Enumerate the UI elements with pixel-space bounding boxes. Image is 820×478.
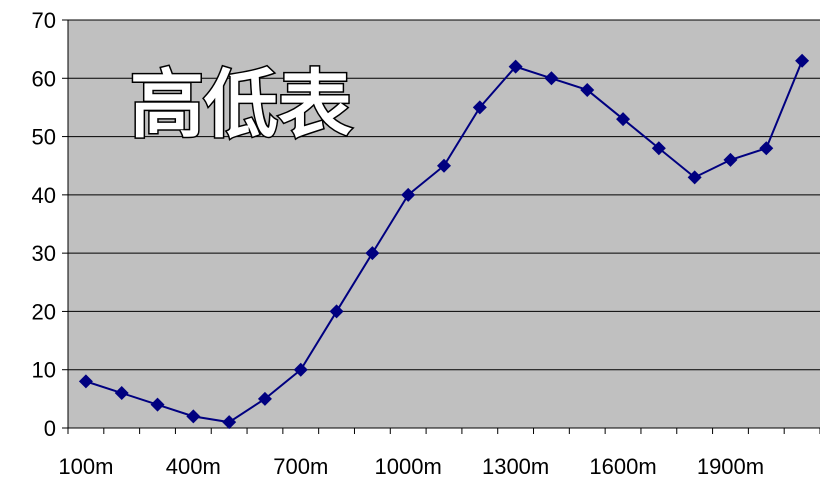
data-point-2100m [795,53,810,68]
data-point-900m [365,246,380,261]
data-point-1300m [508,59,523,74]
data-point-800m [329,304,344,319]
y-tick-label-60: 60 [32,66,56,91]
x-tick-label-100m: 100m [58,454,113,478]
x-tick-label-700m: 700m [273,454,328,478]
data-point-1100m [437,158,451,173]
y-tick-label-30: 30 [32,241,56,266]
data-point-1400m [544,71,559,86]
data-point-1200m [472,100,487,115]
x-tick-label-1600m: 1600m [589,454,656,478]
y-tick-label-20: 20 [32,299,56,324]
data-point-500m [222,415,237,430]
y-tick-label-40: 40 [32,183,56,208]
tick-labels: 0 10 20 30 40 50 60 70 100m 400m 700m 1000m 1300m 160… [32,8,765,478]
data-point-1800m [687,170,702,185]
data-point-600m [257,391,272,406]
data-point-300m [150,397,165,412]
x-tick-label-400m: 400m [166,454,221,478]
chart-title: 高低表 [130,62,352,148]
data-point-200m [114,386,129,401]
data-point-100m [78,374,93,389]
data-point-700m [293,362,308,377]
plot-area [68,20,820,428]
data-point-2000m [759,141,774,156]
data-point-400m [186,409,201,424]
y-tick-label-50: 50 [32,125,56,150]
gridlines [68,19,820,371]
y-tick-label-70: 70 [32,8,56,33]
axes [62,19,820,434]
data-point-1500m [580,82,595,97]
x-tick-label-1300m: 1300m [482,454,549,478]
x-tick-label-1900m: 1900m [697,454,764,478]
series-layer [78,53,810,430]
data-point-1900m [723,152,738,167]
data-point-1600m [616,112,631,127]
y-tick-label-10: 10 [32,358,56,383]
y-tick-label-0: 0 [44,416,56,441]
x-tick-label-1000m: 1000m [375,454,442,478]
data-point-1000m [401,187,416,202]
data-point-1700m [651,141,666,156]
